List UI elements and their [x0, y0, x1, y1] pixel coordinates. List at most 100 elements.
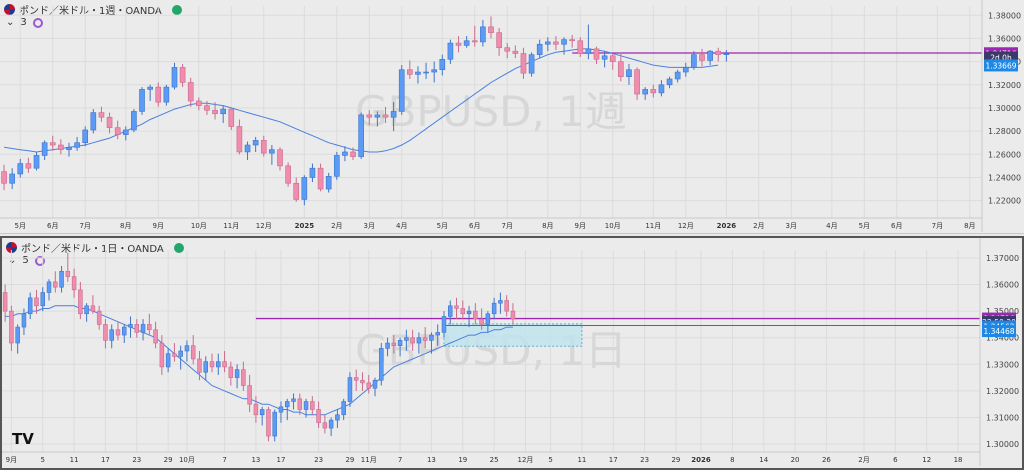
candle-body — [650, 89, 657, 94]
x-tick-label: 17 — [609, 456, 618, 464]
daily-chart-pane[interactable]: ポンド／米ドル・1日・OANDA ⌄ 5 1.30000 1.31000 1.320… — [0, 236, 1024, 470]
x-tick-label: 3月 — [364, 222, 375, 230]
x-tick-label: 11 — [70, 456, 79, 464]
candle-body — [473, 310, 478, 320]
price-tag-label: 1.33669 — [985, 61, 1016, 70]
candle-body — [272, 411, 277, 437]
candle-body — [252, 140, 259, 146]
candle-body — [21, 313, 27, 328]
x-tick-label: 12月 — [518, 456, 534, 464]
candle-body — [190, 345, 196, 360]
candle-body — [179, 67, 186, 83]
x-tick-label: 2月 — [858, 456, 869, 464]
y-tick-label: 1.31000 — [986, 413, 1019, 422]
candle-body — [316, 409, 321, 424]
candle-body — [196, 100, 202, 106]
weekly-chart-title: ポンド／米ドル・1週・OANDA — [19, 6, 162, 17]
candle-body — [585, 48, 592, 54]
weekly-chart-header: ポンド／米ドル・1週・OANDA — [4, 2, 182, 17]
candle-body — [66, 147, 72, 150]
candle-body — [303, 401, 309, 410]
x-tick-label: 6 — [893, 456, 898, 464]
candle-body — [241, 369, 246, 386]
candle-body — [74, 142, 80, 148]
candle-body — [15, 326, 20, 344]
candle-body — [1, 171, 7, 184]
candle-body — [9, 173, 15, 184]
x-tick-label: 18 — [954, 456, 963, 464]
candle-body — [163, 86, 170, 103]
candle-body — [485, 313, 491, 325]
x-tick-label: 8 — [730, 456, 734, 464]
candle-body — [122, 326, 127, 336]
candle-body — [682, 67, 689, 73]
daily-indicator-row[interactable]: ⌄ 5 — [8, 255, 45, 266]
candle-body — [416, 337, 422, 344]
candle-body — [90, 112, 97, 131]
x-tick-label: 5月 — [859, 222, 870, 230]
y-tick-label: 1.36000 — [988, 34, 1021, 43]
candle-body — [431, 69, 438, 73]
x-tick-label: 17 — [277, 456, 286, 464]
candle-body — [184, 345, 190, 352]
y-tick-label: 1.22000 — [988, 197, 1021, 206]
candle-body — [561, 39, 567, 45]
weekly-chart-svg[interactable]: 1.22000 1.24000 1.26000 1.28000 1.30000 1.320… — [0, 0, 1024, 233]
weekly-indicator-row[interactable]: ⌄ 3 — [6, 17, 43, 28]
candle-body — [96, 310, 102, 325]
candle-body — [147, 324, 152, 331]
candle-body — [544, 41, 551, 45]
x-tick-label: 11月 — [645, 222, 661, 230]
candle-body — [439, 58, 446, 71]
candle-body — [46, 281, 52, 293]
x-tick-label: 13 — [427, 456, 436, 464]
candle-body — [59, 270, 64, 288]
candle-body — [441, 316, 447, 333]
collapse-chevron-icon[interactable]: ⌄ — [6, 17, 15, 28]
candle-body — [410, 337, 415, 344]
candle-body — [155, 86, 162, 103]
candle-body — [228, 108, 235, 127]
candle-body — [593, 48, 600, 60]
daily-chart-svg[interactable]: 1.30000 1.31000 1.32000 1.33000 1.34000 1.350… — [2, 238, 1022, 468]
x-tick-label: 2026 — [717, 222, 737, 230]
x-tick-label: 10月 — [179, 456, 195, 464]
x-tick-label: 29 — [671, 456, 680, 464]
price-tag-label: 2d 0h — [990, 53, 1012, 62]
candle-body — [372, 379, 378, 389]
candle-body — [71, 276, 77, 291]
candle-body — [260, 140, 267, 154]
x-tick-label: 9月 — [6, 456, 17, 464]
candle-body — [366, 114, 373, 118]
candle-body — [504, 47, 511, 52]
tradingview-logo-icon[interactable]: 𝗧𝗩 — [12, 430, 34, 448]
candle-body — [58, 144, 64, 150]
y-tick-label: 1.38000 — [988, 11, 1021, 20]
candle-body — [203, 361, 208, 373]
candle-body — [204, 105, 210, 111]
candle-body — [220, 108, 226, 115]
x-tick-label: 26 — [822, 456, 831, 464]
candle-body — [259, 409, 265, 416]
candle-body — [715, 50, 722, 55]
candle-body — [234, 369, 240, 378]
collapse-chevron-icon[interactable]: ⌄ — [8, 255, 17, 266]
candle-body — [222, 361, 227, 368]
candle-body — [699, 54, 705, 61]
candle-body — [510, 310, 516, 320]
candle-body — [34, 297, 39, 307]
y-tick-label: 1.36000 — [986, 281, 1019, 290]
x-tick-label: 11月 — [361, 456, 377, 464]
candle-body — [49, 142, 56, 146]
x-tick-label: 23 — [132, 456, 141, 464]
x-tick-label: 6月 — [891, 222, 902, 230]
candle-body — [309, 167, 316, 178]
candle-body — [153, 329, 158, 344]
candle-body — [666, 78, 673, 86]
weekly-chart-pane[interactable]: ポンド／米ドル・1週・OANDA ⌄ 3 1.22000 1.24000 1.260… — [0, 0, 1024, 234]
y-tick-label: 1.24000 — [988, 173, 1021, 182]
candle-body — [488, 26, 494, 33]
candle-body — [350, 151, 356, 157]
x-tick-label: 8月 — [120, 222, 131, 230]
